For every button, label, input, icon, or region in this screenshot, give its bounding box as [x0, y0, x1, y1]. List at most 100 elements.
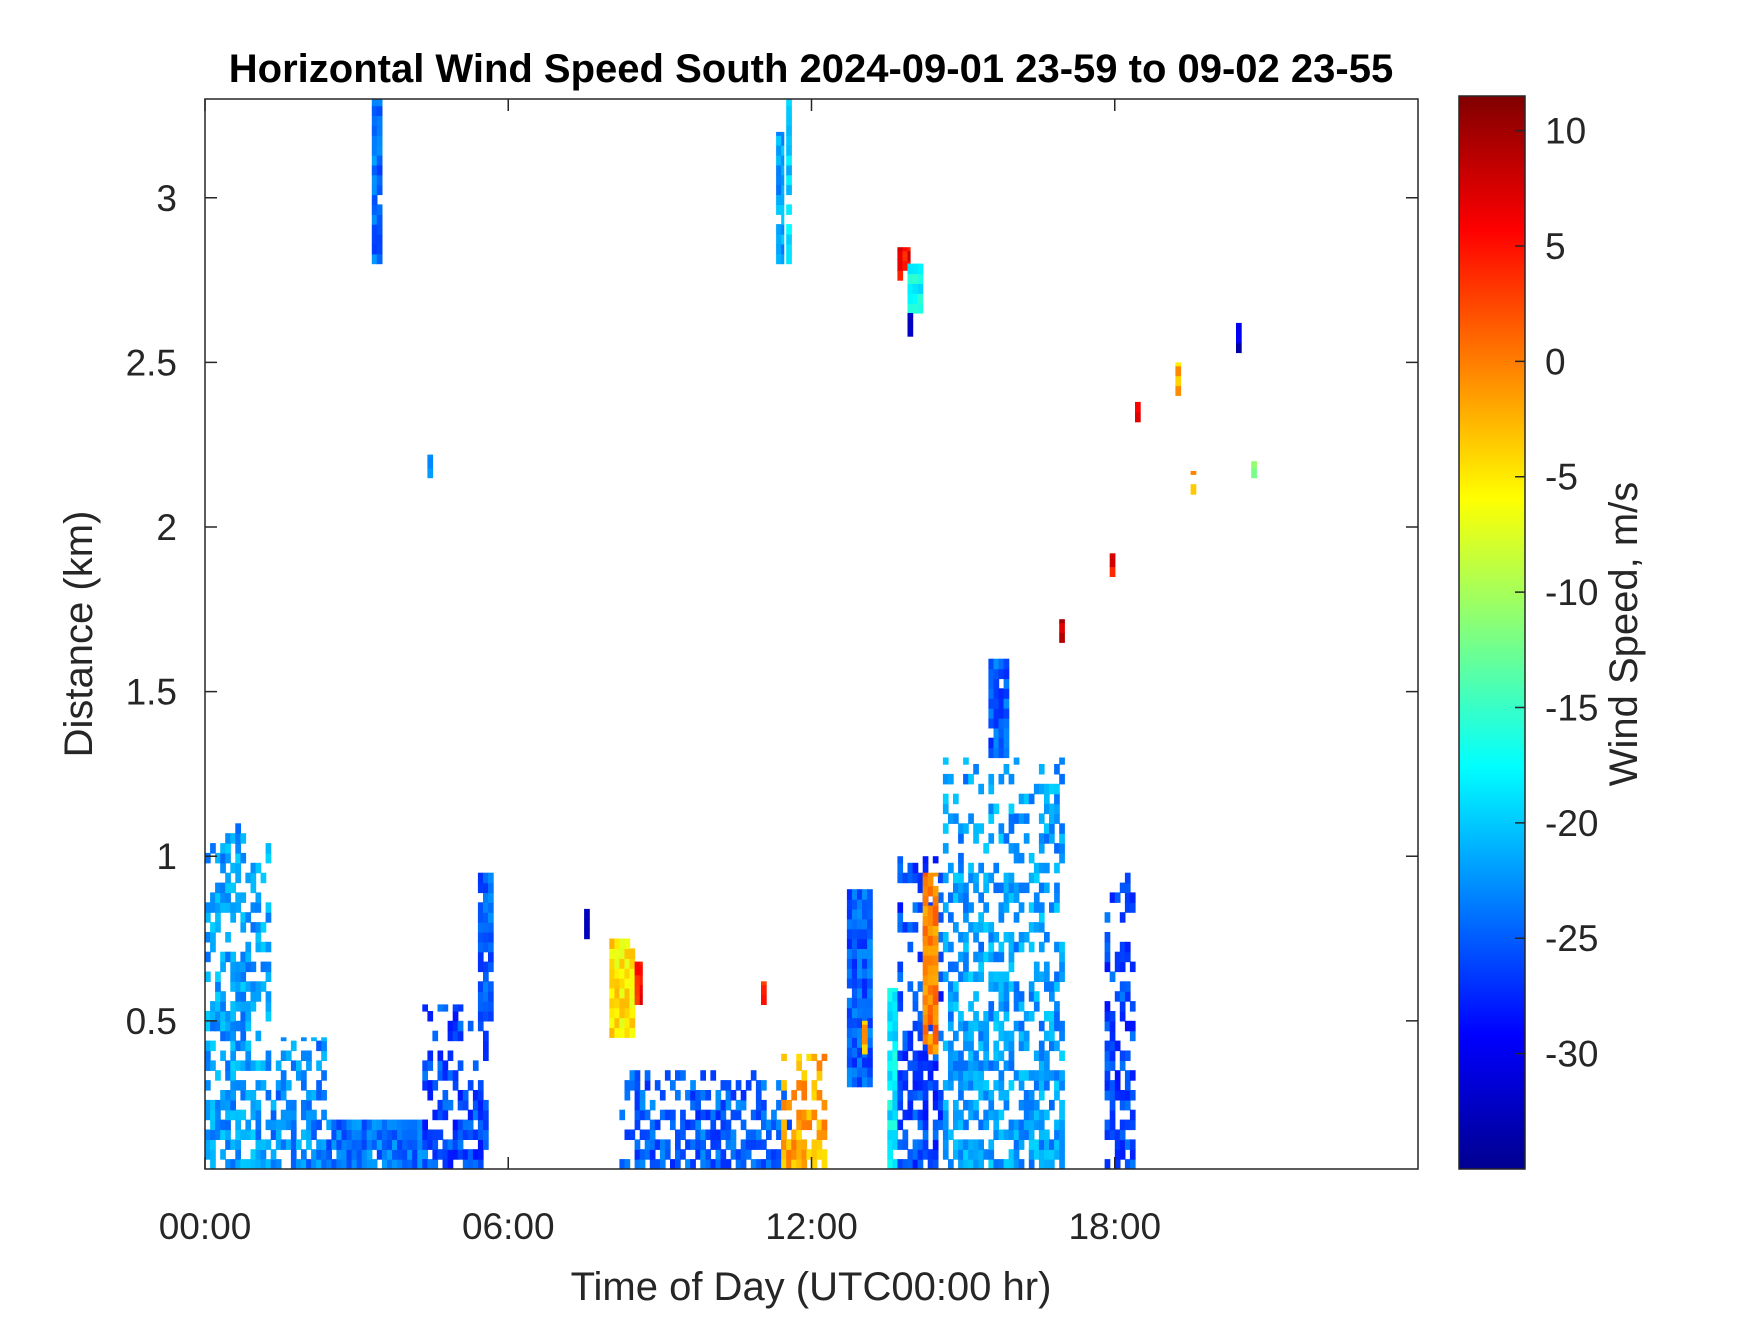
heatmap-cell — [927, 955, 934, 966]
heatmap-cell — [225, 872, 231, 884]
heatmap-cell — [776, 1159, 782, 1169]
heatmap-cell — [477, 1020, 484, 1032]
heatmap-cell — [639, 994, 643, 1005]
heatmap-cell — [483, 991, 489, 1002]
heatmap-cell — [993, 1011, 1000, 1022]
heatmap-cell — [1114, 951, 1121, 963]
heatmap-cell — [331, 1159, 338, 1169]
heatmap-cell — [1044, 1011, 1050, 1022]
heatmap-cell — [371, 194, 378, 205]
heatmap-cell — [442, 1070, 449, 1081]
heatmap-cell — [796, 1139, 802, 1150]
heatmap-cell — [225, 833, 231, 844]
heatmap-cell — [1119, 912, 1126, 923]
heatmap-cell — [998, 668, 1005, 680]
heatmap-cell — [755, 1080, 762, 1091]
heatmap-cell — [326, 1139, 332, 1150]
heatmap-cell — [993, 932, 1000, 943]
heatmap-cell — [867, 1037, 873, 1048]
heatmap-cell — [483, 941, 489, 953]
heatmap-cell — [715, 1099, 722, 1111]
heatmap-cell — [1054, 813, 1060, 824]
heatmap-cell — [265, 902, 272, 913]
heatmap-cell — [442, 1109, 449, 1121]
heatmap-cell — [316, 1159, 322, 1169]
heatmap-cell — [902, 1030, 909, 1042]
heatmap-cell — [1023, 833, 1030, 844]
heatmap-cell — [220, 1119, 226, 1131]
heatmap-cell — [1013, 991, 1020, 1002]
heatmap-cell — [796, 1060, 802, 1071]
heatmap-cell — [932, 1099, 939, 1111]
heatmap-cell — [963, 1020, 969, 1032]
heatmap-cell — [963, 1070, 969, 1081]
heatmap-cell — [973, 1159, 979, 1169]
heatmap-cell — [240, 1109, 247, 1121]
heatmap-cell — [210, 1011, 216, 1022]
heatmap-cell — [846, 1017, 853, 1029]
heatmap-cell — [472, 1060, 479, 1071]
heatmap-cell — [786, 204, 792, 215]
heatmap-cell — [235, 1040, 241, 1052]
heatmap-cell — [422, 1159, 428, 1169]
heatmap-cell — [614, 938, 621, 949]
heatmap-cell — [846, 889, 853, 900]
heatmap-cell — [781, 1090, 787, 1101]
heatmap-cell — [477, 941, 484, 953]
heatmap-cell — [988, 783, 995, 795]
heatmap-cell — [417, 1119, 423, 1131]
heatmap-cell — [857, 968, 863, 979]
heatmap-cell — [225, 1159, 231, 1169]
heatmap-cell — [629, 1007, 636, 1019]
heatmap-cell — [887, 1030, 893, 1042]
heatmap-cell — [1038, 1020, 1045, 1032]
heatmap-cell — [801, 1080, 808, 1091]
heatmap-cell — [983, 1149, 989, 1160]
heatmap-cell — [1033, 1080, 1040, 1091]
heatmap-cell — [725, 1129, 732, 1140]
heatmap-cell — [851, 1076, 858, 1088]
heatmap-cell — [477, 882, 484, 894]
heatmap-cell — [897, 1139, 904, 1150]
data-region — [634, 961, 643, 1005]
heatmap-cell — [639, 1090, 646, 1101]
heatmap-cell — [1038, 862, 1045, 874]
heatmap-cell — [973, 951, 979, 963]
heatmap-cell — [776, 174, 782, 186]
heatmap-cell — [483, 1001, 489, 1012]
heatmap-cell — [1109, 1040, 1116, 1052]
heatmap-cell — [993, 737, 1000, 749]
heatmap-cell — [912, 283, 919, 294]
heatmap-cell — [205, 902, 211, 913]
heatmap-cell — [740, 1099, 747, 1111]
heatmap-cell — [892, 1001, 899, 1012]
heatmap-cell — [477, 1099, 484, 1111]
heatmap-cell — [857, 928, 863, 940]
heatmap-cell — [897, 1070, 904, 1081]
heatmap-cell — [230, 951, 236, 963]
heatmap-cell — [851, 1047, 858, 1058]
heatmap-cell — [260, 1139, 267, 1150]
heatmap-cell — [311, 1037, 317, 1042]
heatmap-cell — [619, 1027, 626, 1038]
heatmap-cell — [1028, 941, 1035, 953]
heatmap-cell — [983, 1030, 989, 1042]
heatmap-cell — [796, 1080, 802, 1091]
heatmap-cell — [614, 968, 621, 979]
heatmap-cell — [897, 270, 904, 281]
heatmap-cell — [387, 1119, 393, 1131]
heatmap-cell — [472, 1159, 479, 1169]
heatmap-cell — [867, 1017, 873, 1029]
heatmap-cell — [953, 1060, 959, 1071]
heatmap-cell — [659, 1090, 666, 1101]
heatmap-cell — [1114, 1139, 1121, 1150]
heatmap-cell — [796, 1053, 802, 1061]
heatmap-cell — [412, 1119, 418, 1131]
heatmap-cell — [690, 1139, 696, 1150]
heatmap-cell — [483, 1050, 489, 1061]
heatmap-cell — [255, 1119, 262, 1131]
heatmap-cell — [1013, 1020, 1020, 1032]
heatmap-cell — [245, 1090, 252, 1101]
heatmap-cell — [1033, 961, 1040, 973]
heatmap-cell — [462, 1149, 469, 1160]
